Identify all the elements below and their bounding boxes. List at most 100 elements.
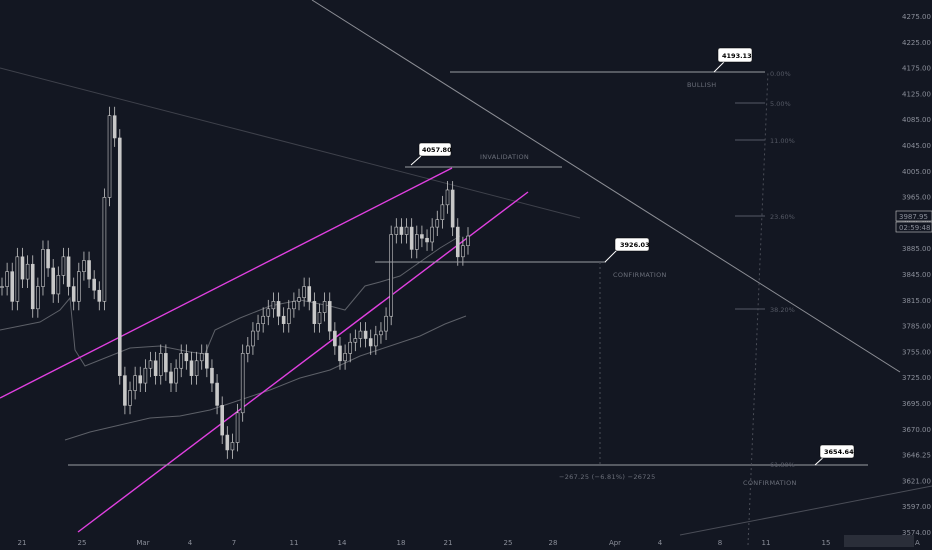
price-axis[interactable]: 4275.00 4225.00 4175.00 4125.00 4085.00 4045.… bbox=[902, 13, 931, 537]
candle-body bbox=[51, 267, 56, 295]
candle-body bbox=[174, 367, 178, 384]
callout-box bbox=[819, 444, 855, 459]
candle-body bbox=[123, 375, 127, 406]
candle-body bbox=[343, 353, 347, 362]
callout-4193[interactable]: 4193.13 bbox=[713, 47, 753, 73]
candle-body bbox=[199, 353, 204, 362]
callout-pointer bbox=[713, 61, 725, 73]
candle-body bbox=[215, 382, 219, 406]
candle-body bbox=[143, 367, 148, 384]
price-tick-label: 4275.00 bbox=[902, 13, 931, 21]
candle-body bbox=[286, 308, 291, 324]
candle-body bbox=[0, 286, 4, 288]
callout-text: 3654.64 bbox=[824, 448, 854, 456]
candle-body bbox=[36, 286, 40, 310]
time-tick-label: 4 bbox=[658, 539, 663, 547]
candle-body bbox=[276, 301, 281, 317]
candle-body bbox=[30, 263, 35, 310]
callout-3654[interactable]: 3654.64 bbox=[814, 444, 855, 466]
candle-body bbox=[271, 301, 276, 310]
candles bbox=[0, 106, 470, 459]
price-tick-label: 4125.00 bbox=[902, 90, 931, 98]
candle-body bbox=[389, 234, 393, 317]
candle-body bbox=[399, 226, 404, 235]
candle-body bbox=[327, 301, 332, 332]
time-tick-label: 21 bbox=[18, 539, 27, 547]
callout-box bbox=[418, 142, 452, 157]
candle-body bbox=[420, 234, 424, 239]
candle-body bbox=[430, 226, 434, 243]
countdown-label: 02:59:48 bbox=[899, 224, 930, 232]
time-tick-label: 7 bbox=[232, 539, 236, 547]
candle-body bbox=[297, 297, 301, 302]
time-tick-label: 25 bbox=[504, 539, 513, 547]
price-tick-label: 3725.00 bbox=[902, 374, 931, 382]
time-tick-label: A bbox=[915, 539, 920, 547]
candle-body bbox=[251, 330, 255, 347]
price-tick-label: 3574.00 bbox=[902, 529, 931, 537]
price-tick-label: 3965.00 bbox=[902, 194, 931, 202]
channel-lower-line bbox=[77, 191, 529, 533]
candle-body bbox=[15, 256, 20, 302]
measure-readout: −267.25 (−6.81%) −26725 bbox=[559, 473, 656, 481]
time-tick-label: 28 bbox=[549, 539, 558, 547]
fib-label-0: 0.00% bbox=[770, 70, 791, 78]
candle-body bbox=[353, 338, 358, 343]
callout-text: 4057.80 bbox=[422, 146, 452, 154]
candle-body bbox=[235, 412, 240, 443]
candle-body bbox=[445, 189, 450, 206]
candle-body bbox=[41, 249, 45, 287]
callout-4057[interactable]: 4057.80 bbox=[410, 142, 452, 166]
candle-body bbox=[394, 226, 399, 235]
candle-body bbox=[153, 360, 158, 376]
price-tick-label: 4175.00 bbox=[902, 65, 931, 73]
callout-box bbox=[717, 47, 753, 63]
candle-body bbox=[455, 226, 460, 258]
price-tick-label: 3646.25 bbox=[902, 452, 931, 460]
candle-body bbox=[133, 375, 137, 391]
confirmation-note-lower: CONFIRMATION bbox=[743, 479, 797, 487]
candle-body bbox=[440, 204, 445, 220]
candle-body bbox=[184, 353, 189, 362]
candle-body bbox=[374, 334, 378, 347]
candle-body bbox=[82, 260, 86, 272]
callout-3926[interactable]: 3926.03 bbox=[604, 237, 650, 263]
candle-body bbox=[97, 289, 102, 302]
candle-body bbox=[158, 353, 163, 376]
countdown-marker bbox=[895, 221, 932, 233]
candle-body bbox=[107, 115, 112, 198]
candle-body bbox=[194, 360, 199, 376]
moving-average-slow bbox=[64, 315, 467, 441]
candle-body bbox=[368, 338, 373, 347]
price-tick-label: 4005.00 bbox=[902, 168, 931, 176]
time-tick-label: 18 bbox=[397, 539, 406, 547]
level-lines bbox=[68, 71, 868, 466]
candle-body bbox=[148, 360, 153, 369]
candle-body bbox=[466, 235, 470, 246]
fib-ticks bbox=[735, 102, 765, 310]
candle-body bbox=[189, 360, 194, 376]
candle-body bbox=[92, 278, 96, 291]
fib-label-11: 11.00% bbox=[770, 137, 795, 145]
candle-body bbox=[205, 353, 209, 369]
candle-body bbox=[102, 197, 107, 302]
candle-body bbox=[87, 260, 91, 280]
time-tick-label: 4 bbox=[188, 539, 193, 547]
candle-body bbox=[220, 405, 224, 436]
rising-channel bbox=[0, 167, 529, 533]
candle-body bbox=[348, 341, 353, 354]
fib-label-23: 23.60% bbox=[770, 213, 795, 221]
candle-body bbox=[77, 271, 81, 302]
candle-body bbox=[414, 234, 419, 250]
candle-body bbox=[66, 256, 71, 287]
candle-body bbox=[425, 237, 429, 243]
crosshair-date-marker bbox=[844, 535, 914, 547]
price-tick-label: 3845.00 bbox=[902, 271, 931, 279]
price-tick-label: 3785.00 bbox=[902, 323, 931, 331]
candle-body bbox=[61, 256, 66, 276]
time-tick-label: Mar bbox=[136, 539, 149, 547]
moving-average-fast bbox=[0, 235, 461, 367]
candle-body bbox=[450, 189, 455, 228]
candle-body bbox=[210, 367, 214, 384]
